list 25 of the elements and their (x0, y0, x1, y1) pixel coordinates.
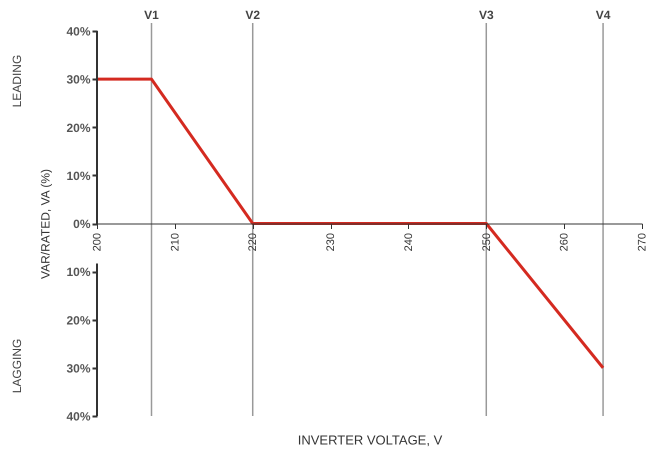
y-tick-label: 40% (66, 24, 91, 38)
text: LEADING (10, 54, 24, 108)
y-tick-label: 30% (66, 361, 91, 376)
y-tick-label: 10% (66, 265, 91, 280)
x-tick-label: 270 (636, 233, 648, 252)
x-tick-label: 230 (325, 233, 338, 252)
ref-line-label: V4 (596, 8, 611, 22)
x-tick-label: 240 (402, 233, 415, 252)
y-tick-label: 20% (66, 313, 91, 328)
ref-line-label: V2 (245, 8, 260, 22)
y-tick-label: 0% (73, 217, 91, 231)
x-axis-title: INVERTER VOLTAGE, V (298, 432, 443, 448)
x-tick-label: 250 (480, 233, 493, 252)
ref-line-label: V1 (144, 8, 160, 22)
ref-line-label: V3 (478, 8, 494, 22)
x-tick-label: 210 (169, 233, 182, 252)
y-axis-title: VAR/RATED, VA (%) (38, 168, 52, 280)
text: LAGGING (10, 338, 24, 394)
x-tick-label: 220 (247, 233, 260, 252)
x-tick-label: 260 (558, 233, 571, 252)
y-tick-label: 10% (66, 168, 91, 183)
y-tick-label: 20% (66, 120, 91, 135)
y-tick-label: 30% (66, 72, 91, 87)
y-tick-label: 40% (66, 410, 91, 424)
x-tick-label: 200 (92, 233, 104, 252)
